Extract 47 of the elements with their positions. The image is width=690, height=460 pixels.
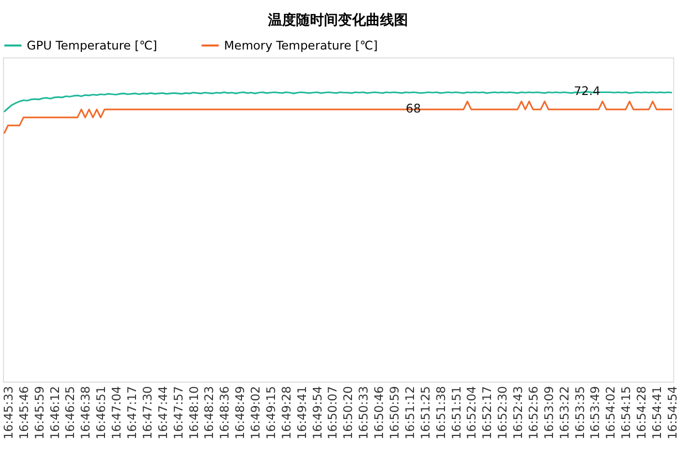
x-tick-label: 16:49:15 (264, 386, 278, 440)
x-tick-label: 16:53:35 (572, 386, 587, 440)
x-tick-label: 16:50:46 (372, 386, 386, 440)
x-tick-label: 16:50:59 (388, 386, 402, 440)
x-tick-label: 16:54:15 (619, 386, 634, 440)
x-tick-label: 16:49:02 (248, 386, 263, 440)
x-tick-label: 16:49:41 (294, 386, 309, 440)
x-tick-label: 16:52:43 (511, 386, 526, 440)
x-tick-label: 16:48:10 (186, 386, 201, 440)
legend-label: GPU Temperature [℃] (26, 38, 158, 52)
x-tick-label: 16:47:44 (156, 386, 170, 440)
x-tick-label: 16:47:30 (140, 386, 154, 440)
x-tick-label: 16:47:04 (110, 386, 124, 440)
x-tick-label: 16:50:07 (326, 386, 340, 440)
x-tick-label: 16:50:20 (341, 386, 356, 440)
x-tick-label: 16:53:49 (588, 386, 602, 440)
x-tick-label: 16:54:41 (650, 386, 664, 440)
x-tick-label: 16:54:02 (604, 386, 618, 440)
x-tick-label: 16:51:12 (402, 386, 417, 440)
x-tick-label: 16:48:36 (218, 386, 232, 440)
x-tick-label: 16:52:04 (464, 386, 479, 440)
x-tick-label: 16:48:23 (202, 386, 216, 440)
x-tick-label: 16:52:30 (496, 386, 510, 440)
x-tick-label: 16:52:17 (480, 386, 494, 440)
x-tick-label: 16:51:51 (449, 386, 464, 440)
x-tick-label: 16:49:54 (310, 386, 324, 440)
x-tick-label: 16:49:28 (279, 386, 294, 440)
x-tick-label: 16:53:22 (557, 386, 572, 440)
x-tick-label: 16:54:54 (665, 386, 680, 440)
legend-label: Memory Temperature [℃] (224, 38, 378, 52)
x-tick-label: 16:51:38 (434, 386, 448, 440)
x-tick-label: 16:47:57 (171, 386, 186, 440)
x-tick-label: 16:51:25 (418, 386, 432, 440)
x-tick-label: 16:45:59 (32, 386, 46, 440)
x-tick-label: 16:47:17 (124, 386, 139, 440)
x-tick-label: 16:46:12 (48, 386, 62, 440)
x-tick-label: 16:53:09 (542, 386, 556, 440)
chart-title: 温度随时间变化曲线图 (267, 12, 408, 29)
x-tick-label: 16:46:51 (94, 386, 108, 440)
x-tick-label: 16:52:56 (526, 386, 540, 440)
x-tick-label: 16:46:25 (63, 386, 78, 440)
x-tick-label: 16:54:28 (634, 386, 649, 440)
x-tick-label: 16:46:38 (78, 386, 93, 440)
x-tick-label: 16:45:46 (16, 386, 31, 440)
x-tick-label: 16:50:33 (356, 386, 371, 440)
x-tick-label: 16:45:33 (1, 386, 16, 440)
x-tick-label: 16:48:49 (233, 386, 248, 440)
